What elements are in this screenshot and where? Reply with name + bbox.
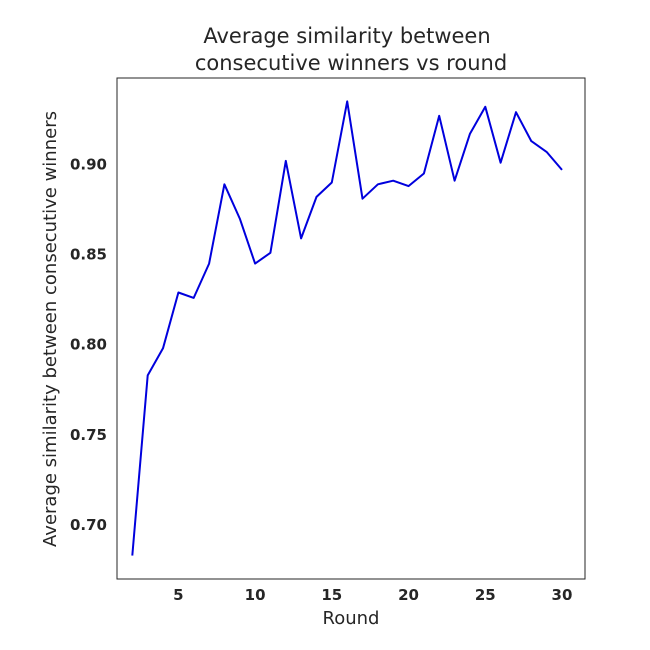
y-tick-label: 0.80 — [70, 336, 107, 354]
x-tick-label: 20 — [398, 586, 419, 604]
x-tick-label: 15 — [321, 586, 342, 604]
y-tick-label: 0.75 — [70, 426, 107, 444]
x-tick-label: 30 — [552, 586, 573, 604]
y-axis-label: Average similarity between consecutive w… — [40, 111, 61, 547]
x-axis-label: Round — [323, 608, 380, 629]
x-tick-label: 25 — [475, 586, 496, 604]
chart-title-line-1: Average similarity between — [203, 24, 490, 48]
chart-title-line-2: consecutive winners vs round — [195, 51, 507, 75]
y-tick-label: 0.90 — [70, 156, 107, 174]
x-tick-label: 5 — [173, 586, 183, 604]
axis-ticks: 5 10 15 20 25 30 0.70 0.75 0.80 0.85 0.90 — [70, 156, 572, 604]
x-tick-label: 10 — [245, 586, 266, 604]
y-tick-label: 0.85 — [70, 246, 107, 264]
plot-frame — [116, 77, 586, 580]
y-tick-label: 0.70 — [70, 516, 107, 534]
series-line — [131, 100, 563, 556]
